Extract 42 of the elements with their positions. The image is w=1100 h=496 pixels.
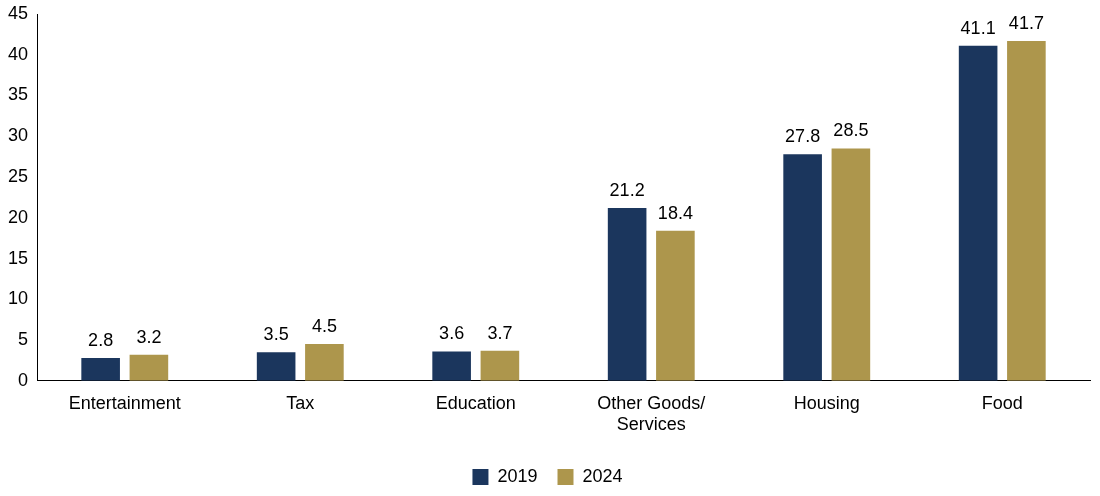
y-tick-label: 5 [18,329,29,350]
x-tick-label: Entertainment [68,392,181,413]
data-label: 18.4 [657,202,693,223]
data-label: 27.8 [785,126,821,147]
bar [656,230,695,381]
bar [480,350,520,381]
data-label: 3.2 [136,326,162,347]
bar [783,154,822,381]
y-tick-label: 20 [7,206,29,227]
legend-label: 2024 [582,465,623,486]
y-tick-label: 40 [7,43,29,64]
x-tick-label: Housing [793,392,860,413]
y-tick-label: 35 [7,84,29,105]
data-label: 28.5 [833,120,869,141]
y-tick-label: 25 [7,165,29,186]
x-tick-label: Tax [286,392,315,413]
bar [256,352,296,381]
bar [958,45,998,381]
y-tick-label: 0 [18,369,29,390]
data-label: 2.8 [88,329,114,350]
y-tick-label: 30 [7,125,29,146]
data-label: 3.6 [439,323,465,344]
bar [129,354,169,381]
y-tick-label: 15 [7,247,29,268]
y-tick-label: 45 [7,2,29,23]
data-label: 41.1 [960,17,996,38]
bar [305,344,344,381]
data-label: 4.5 [311,316,337,337]
y-tick-label: 10 [7,288,29,309]
data-label: 21.2 [609,179,645,200]
bar [607,208,647,381]
bar [81,357,120,381]
x-tick-label: Food [981,392,1023,413]
x-tick-label: Education [435,392,516,413]
data-label: 3.7 [487,322,513,343]
bar [432,351,471,381]
legend-label: 2019 [497,465,538,486]
data-label: 3.5 [263,324,289,345]
data-label: 41.7 [1008,12,1044,33]
bar [1007,40,1046,381]
bar [831,148,871,381]
x-tick-label: Other Goods/ Services [597,392,706,435]
